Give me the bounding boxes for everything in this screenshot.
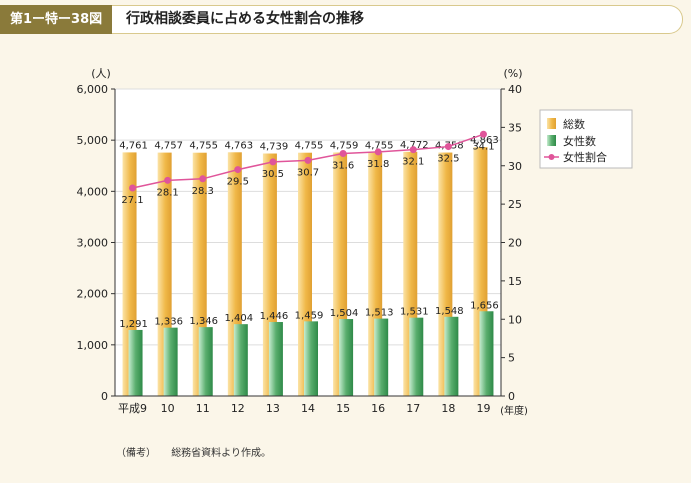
female-value-label: 1,346 — [189, 316, 218, 327]
female-value-label: 1,513 — [365, 308, 394, 319]
female-value-label: 1,656 — [470, 300, 499, 311]
left-tick-label: 0 — [101, 390, 108, 403]
female-bar — [339, 319, 354, 396]
category-label: 11 — [196, 402, 210, 415]
legend-label-total: 総数 — [563, 117, 585, 131]
category-label: 13 — [266, 402, 280, 415]
right-tick-label: 5 — [508, 352, 515, 365]
total-value-label: 4,763 — [224, 140, 253, 151]
ratio-value-label: 28.1 — [157, 187, 179, 198]
category-label: 10 — [161, 402, 175, 415]
left-tick-label: 4,000 — [77, 185, 109, 198]
total-value-label: 4,755 — [189, 141, 218, 152]
left-tick-label: 6,000 — [77, 83, 109, 96]
female-bar — [479, 311, 494, 396]
ratio-point — [479, 130, 487, 138]
right-tick-label: 0 — [508, 390, 515, 403]
category-label: 平成9 — [118, 402, 147, 415]
total-value-label: 4,863 — [470, 135, 499, 146]
ratio-value-label: 27.1 — [121, 195, 143, 206]
female-bar — [268, 322, 283, 396]
footnote-text: 総務省資料より作成。 — [171, 448, 271, 459]
category-label: 17 — [406, 402, 420, 415]
ratio-value-label: 34.1 — [472, 141, 494, 152]
ratio-value-label: 29.5 — [227, 177, 249, 188]
female-value-label: 1,446 — [260, 311, 289, 322]
total-value-label: 4,755 — [295, 141, 324, 152]
left-axis-unit: (人) — [91, 67, 111, 80]
right-axis-unit: (%) — [503, 67, 522, 80]
total-value-label: 4,759 — [330, 140, 359, 151]
ratio-point — [129, 184, 137, 192]
female-bar — [128, 329, 143, 396]
right-tick-label: 15 — [508, 275, 522, 288]
chart: 1,291 4,761 1,336 4,757 1,346 4,755 1,404 4,763… — [77, 67, 633, 417]
female-bar — [163, 327, 178, 396]
legend-marker-ratio — [548, 154, 555, 160]
total-value-label: 4,761 — [119, 140, 148, 151]
female-bar — [374, 318, 389, 396]
footnote: （備考） 総務省資料より作成。 — [116, 444, 283, 459]
right-tick-label: 30 — [508, 160, 522, 173]
ratio-point — [304, 156, 312, 164]
female-bar — [409, 317, 424, 396]
total-value-label: 4,739 — [260, 142, 289, 153]
ratio-point — [339, 149, 347, 157]
header-bar — [0, 5, 683, 34]
left-tick-label: 2,000 — [77, 288, 109, 301]
left-tick-label: 3,000 — [77, 237, 109, 250]
female-value-label: 1,291 — [119, 319, 148, 330]
ratio-point — [444, 143, 452, 151]
right-tick-label: 25 — [508, 198, 522, 211]
female-bar — [233, 324, 248, 396]
ratio-point — [199, 175, 207, 183]
total-value-label: 4,772 — [400, 140, 429, 151]
legend-swatch-total — [547, 118, 556, 129]
female-bar — [304, 321, 318, 396]
figure-title: 行政相談委員に占める女性割合の推移 — [126, 11, 364, 27]
ratio-point — [269, 158, 277, 166]
category-label: 15 — [336, 402, 350, 415]
ratio-value-label: 30.7 — [297, 167, 319, 178]
figure-header: 第1ー特ー38図 行政相談委員に占める女性割合の推移 — [0, 0, 691, 34]
category-label: 14 — [301, 402, 315, 415]
legend-swatch-female — [547, 135, 556, 146]
right-tick-label: 40 — [508, 83, 522, 96]
ratio-value-label: 30.5 — [262, 169, 284, 180]
ratio-point — [234, 166, 242, 174]
left-tick-label: 5,000 — [77, 134, 109, 147]
category-label: 16 — [371, 402, 385, 415]
ratio-point — [164, 176, 172, 184]
female-value-label: 1,336 — [154, 317, 183, 328]
left-tick-label: 1,000 — [77, 339, 109, 352]
ratio-value-label: 32.5 — [437, 154, 459, 165]
total-value-label: 4,755 — [365, 141, 394, 152]
female-value-label: 1,504 — [330, 308, 359, 319]
female-value-label: 1,459 — [295, 310, 324, 321]
ratio-value-label: 31.6 — [332, 160, 354, 171]
figure-label: 第1ー特ー38図 — [0, 5, 112, 34]
category-label: 18 — [441, 402, 455, 415]
x-axis-unit: (年度) — [500, 404, 528, 417]
female-bar — [444, 316, 459, 396]
ratio-point — [409, 146, 417, 154]
category-label: 12 — [231, 402, 245, 415]
ratio-point — [374, 148, 382, 156]
female-value-label: 1,548 — [435, 306, 464, 317]
female-bar — [198, 327, 213, 396]
category-label: 19 — [476, 402, 490, 415]
total-value-label: 4,757 — [154, 141, 183, 152]
ratio-value-label: 28.3 — [192, 186, 214, 197]
female-value-label: 1,404 — [224, 313, 253, 324]
legend-label-female: 女性数 — [563, 134, 596, 148]
legend-label-ratio: 女性割合 — [563, 150, 607, 164]
female-value-label: 1,531 — [400, 307, 429, 318]
footnote-label: （備考） — [116, 448, 156, 459]
right-tick-label: 10 — [508, 313, 522, 326]
ratio-value-label: 32.1 — [402, 157, 424, 168]
right-tick-label: 35 — [508, 121, 522, 134]
right-tick-label: 20 — [508, 237, 522, 250]
ratio-value-label: 31.8 — [367, 159, 389, 170]
